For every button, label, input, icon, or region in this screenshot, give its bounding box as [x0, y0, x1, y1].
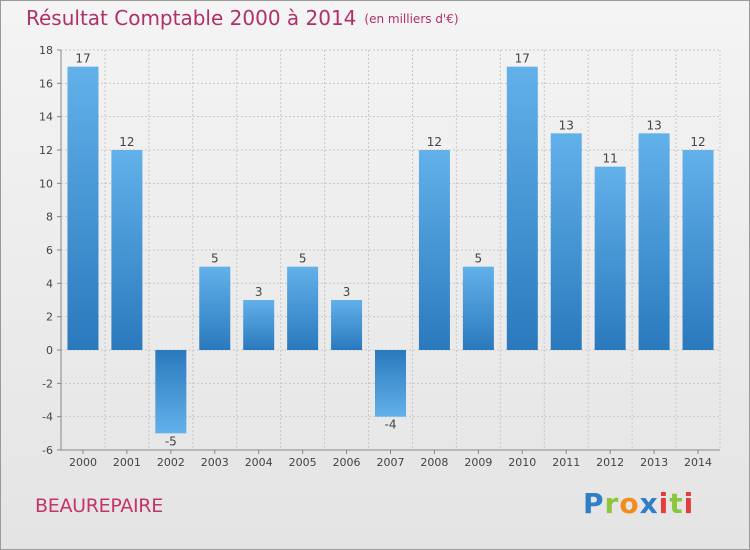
x-tick-label-2007: 2007: [377, 456, 405, 469]
bar-2013: [638, 133, 670, 350]
y-tick-label: 18: [39, 44, 53, 57]
bar-2000: [67, 66, 99, 351]
x-tick-label-2010: 2010: [508, 456, 536, 469]
x-tick-label-2005: 2005: [289, 456, 317, 469]
bar-2009: [462, 266, 494, 350]
y-tick-label: -4: [42, 411, 53, 424]
y-tick-label: 4: [46, 277, 53, 290]
data-label-2011: 13: [559, 118, 574, 132]
x-tick-label-2003: 2003: [201, 456, 229, 469]
bar-2007: [375, 350, 406, 417]
y-tick-label: 14: [39, 111, 53, 124]
data-label-2000: 17: [75, 52, 90, 66]
x-tick-label-2006: 2006: [333, 456, 361, 469]
y-tick-label: 6: [46, 244, 53, 257]
data-label-2004: 3: [255, 285, 263, 299]
y-tick-label: -6: [42, 444, 53, 457]
x-tick-label-2004: 2004: [245, 456, 273, 469]
unit-label: (en milliers d'€): [364, 12, 459, 26]
bar-2010: [506, 66, 538, 351]
y-tick-label: 0: [46, 344, 53, 357]
x-tick-label-2008: 2008: [420, 456, 448, 469]
city-name: BEAUREPAIRE: [35, 495, 163, 517]
y-tick-label: 10: [39, 177, 53, 190]
data-label-2014: 12: [690, 135, 705, 149]
x-tick-label-2009: 2009: [464, 456, 492, 469]
y-tick-label: 16: [39, 77, 53, 90]
bar-2001: [111, 150, 143, 350]
data-label-2010: 17: [515, 52, 530, 66]
bar-2014: [682, 150, 714, 350]
bar-2012: [594, 166, 626, 350]
data-label-2008: 12: [427, 135, 442, 149]
proxiti-logo[interactable]: Proxiti: [583, 487, 695, 520]
bar-2002: [155, 350, 187, 434]
chart-title: Résultat Comptable 2000 à 2014 (en millie…: [26, 6, 459, 30]
data-label-2013: 13: [646, 118, 661, 132]
bar-2006: [331, 300, 363, 350]
y-tick-label: 2: [46, 311, 53, 324]
x-tick-label-2002: 2002: [157, 456, 185, 469]
y-tick-label: -2: [42, 377, 53, 390]
x-tick-label-2011: 2011: [552, 456, 580, 469]
data-label-2005: 5: [299, 252, 307, 266]
x-tick-label-2001: 2001: [113, 456, 141, 469]
bar-2008: [418, 150, 450, 350]
data-label-2012: 11: [603, 152, 618, 166]
data-label-2006: 3: [343, 285, 351, 299]
x-tick-label-2012: 2012: [596, 456, 624, 469]
x-tick-label-2013: 2013: [640, 456, 668, 469]
data-label-2007: -4: [385, 418, 397, 432]
data-label-2003: 5: [211, 252, 219, 266]
chart-title-text: Résultat Comptable 2000 à 2014: [26, 6, 357, 30]
data-label-2001: 12: [119, 135, 134, 149]
y-tick-label: 12: [39, 144, 53, 157]
bar-2011: [550, 133, 582, 350]
data-label-2009: 5: [475, 252, 483, 266]
x-tick-label-2000: 2000: [69, 456, 97, 469]
bar-2005: [287, 266, 319, 350]
y-tick-label: 8: [46, 211, 53, 224]
bar-2003: [199, 266, 231, 350]
bar-2004: [243, 300, 275, 350]
x-tick-label-2014: 2014: [684, 456, 712, 469]
data-label-2002: -5: [165, 434, 177, 448]
